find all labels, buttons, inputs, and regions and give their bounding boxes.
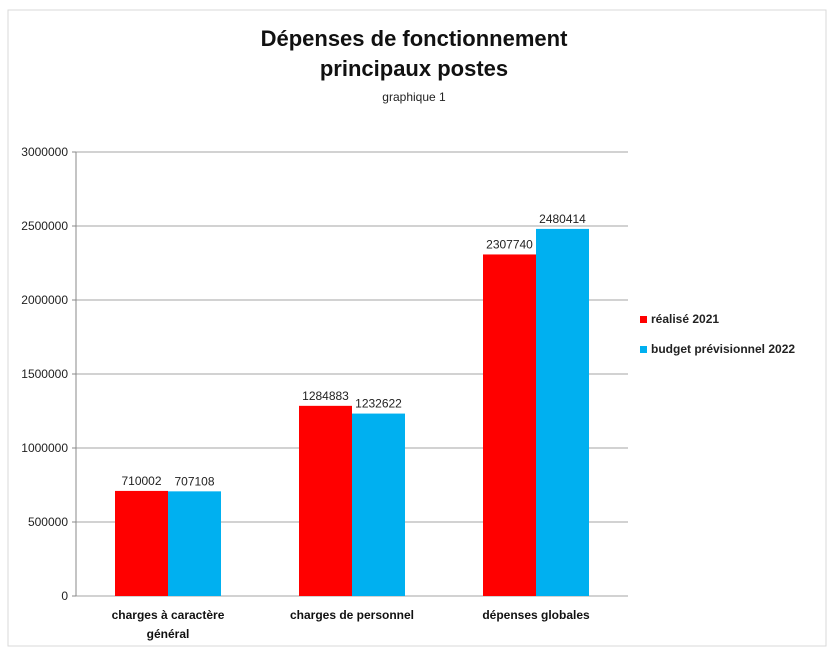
bar [536,228,589,596]
data-label: 707108 [174,474,214,488]
chart-subtitle: graphique 1 [382,90,446,104]
y-tick-label: 2000000 [21,293,68,307]
y-tick-label: 1000000 [21,441,68,455]
bar [115,490,168,596]
bar [299,405,352,596]
bar [483,254,536,597]
legend-swatch [640,346,647,353]
data-label: 2480414 [539,212,586,226]
chart-border [7,9,827,647]
x-tick-label: charges de personnel [289,608,415,622]
bar [168,491,221,596]
y-tick-label: 500000 [28,515,68,529]
x-tick-label: dépenses globales [482,608,590,622]
data-label: 1232622 [355,397,402,411]
data-label: 2307740 [486,237,533,251]
chart-title: Dépenses de fonctionnement principaux po… [260,26,568,81]
legend-swatch [640,316,647,323]
legend-label: budget prévisionnel 2022 [651,342,795,356]
x-tick-label: charges à caractère général [111,608,225,641]
bar [352,413,405,596]
y-tick-label: 2500000 [21,219,68,233]
data-label: 1284883 [302,389,349,403]
y-tick-label: 1500000 [21,367,68,381]
y-tick-label: 3000000 [21,145,68,159]
y-tick-label: 0 [61,589,68,603]
data-label: 710002 [121,474,161,488]
legend-label: réalisé 2021 [651,312,719,326]
